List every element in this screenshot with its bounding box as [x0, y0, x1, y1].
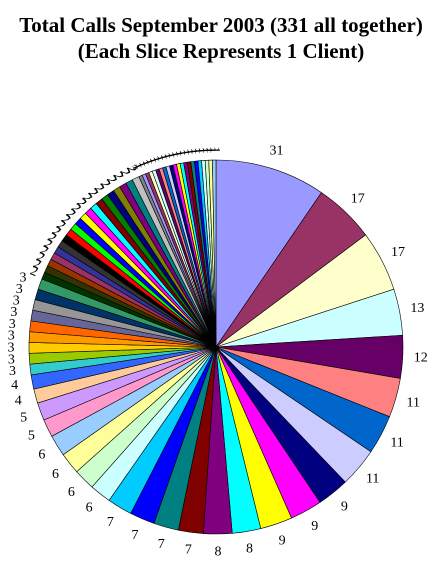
pie-slice-label: 1 — [139, 157, 156, 169]
pie-slice-label: 1 — [195, 146, 210, 154]
pie-slice-label: 1 — [168, 149, 184, 159]
pie-slice-label: 6 — [52, 467, 59, 482]
pie-slice-label: 7 — [185, 543, 192, 558]
pie-slice-label: 8 — [214, 544, 221, 559]
pie-slices — [28, 159, 404, 535]
chart-subtitle: (Each Slice Represents 1 Client) — [77, 39, 365, 63]
pie-slice-label: 17 — [351, 191, 365, 206]
pie-slice-label: 1 — [207, 146, 222, 153]
pie-slice-label: 4 — [15, 393, 22, 408]
pie-slice-label: 9 — [279, 534, 286, 549]
pie-slice-label: 7 — [132, 528, 139, 543]
pie-slice-label: 1 — [153, 152, 169, 163]
pie-slice-label: 13 — [410, 301, 424, 316]
pie-slice-label: 11 — [407, 395, 420, 410]
pie-slice-label: 1 — [146, 154, 162, 165]
pie-slice-label: 17 — [391, 245, 405, 260]
pie-slice-label: 1 — [176, 148, 192, 157]
pie-slice-label: 12 — [414, 350, 428, 365]
pie-slice-label: 3 — [16, 282, 23, 297]
pie-slice-label: 1 — [183, 147, 199, 156]
pie-slice-label: 4 — [11, 378, 18, 393]
pie-slice-label: 9 — [341, 499, 348, 514]
pie-slice-label: 3 — [8, 352, 15, 367]
pie-slice-label: 1 — [180, 148, 196, 157]
pie-slice-label: 1 — [172, 148, 188, 158]
pie-slice-label: 3 — [9, 364, 16, 379]
pie-slice-label: 11 — [390, 436, 403, 451]
pie-slice-label: 1 — [161, 151, 177, 161]
pie-slice-label: 1 — [157, 151, 173, 162]
pie-slice-label: 8 — [246, 542, 253, 557]
pie-slice-label: 3 — [19, 271, 26, 286]
pie-slice — [215, 159, 322, 348]
pie-slice-label: 7 — [158, 537, 165, 552]
pie-slice-label: 1 — [164, 150, 180, 160]
pie-slice-label: 1 — [187, 147, 203, 156]
pie-slice-label: 6 — [68, 485, 75, 500]
pie-slice-label: 1 — [203, 146, 218, 153]
pie-slice-label: 1 — [150, 153, 166, 164]
pie-slice-label: 7 — [107, 515, 114, 530]
chart-title: Total Calls September 2003 (331 all toge… — [19, 13, 423, 37]
pie-slice-label: 9 — [311, 519, 318, 534]
pie-slice-label: 1 — [142, 155, 158, 167]
pie-slice-label: 5 — [28, 429, 35, 444]
pie-slice-label: 3 — [9, 317, 16, 332]
pie-slice-label: 11 — [366, 472, 379, 487]
pie-slice-label: 6 — [38, 448, 45, 463]
pie-slice-label: 3 — [10, 305, 17, 320]
pie-slice-label: 3 — [13, 293, 20, 308]
pie-slice — [212, 159, 217, 348]
pie-slice-label: 1 — [199, 146, 214, 154]
pie-slice-label: 3 — [8, 329, 15, 344]
pie-slice-label: 3 — [8, 340, 15, 355]
pie-slice-label: 1 — [191, 147, 207, 155]
pie-slice-label: 5 — [20, 410, 27, 425]
pie-slice-label: 31 — [270, 144, 284, 159]
pie-slice-label: 6 — [86, 501, 93, 516]
